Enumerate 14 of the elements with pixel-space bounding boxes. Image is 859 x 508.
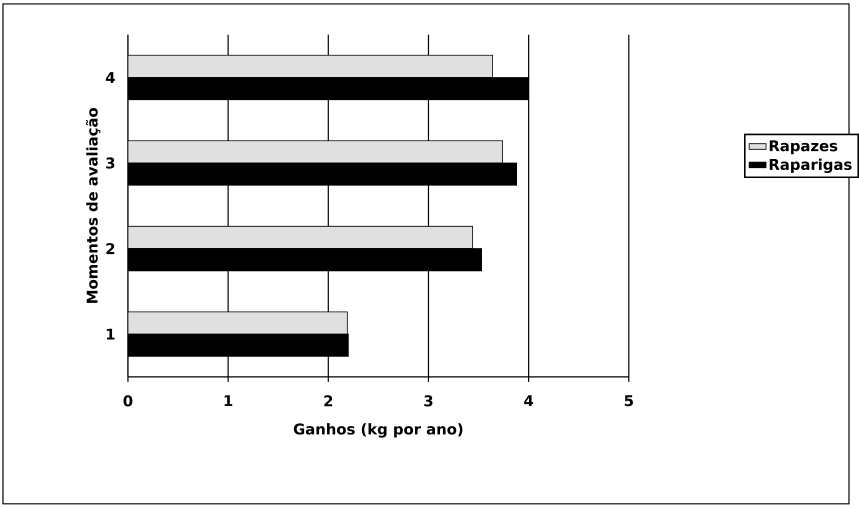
x-tick-label: 5 bbox=[624, 395, 633, 406]
y-axis-title: Momentos de avaliação bbox=[86, 108, 100, 303]
x-tick-label: 2 bbox=[324, 395, 332, 406]
y-tick-label: 2 bbox=[106, 243, 114, 254]
legend-label: Raparigas bbox=[770, 158, 852, 174]
x-axis-title: Ganhos (kg por ano) bbox=[294, 423, 462, 438]
x-tick-label: 4 bbox=[524, 395, 534, 406]
x-tick-label: 0 bbox=[124, 395, 132, 407]
y-tick-label: 3 bbox=[106, 158, 114, 169]
y-tick-label: 1 bbox=[106, 328, 115, 340]
x-tick-label: 1 bbox=[224, 395, 232, 406]
legend-label: Rapazes bbox=[770, 140, 838, 154]
y-tick-label: 4 bbox=[106, 72, 115, 83]
x-tick-label: 3 bbox=[424, 395, 432, 407]
